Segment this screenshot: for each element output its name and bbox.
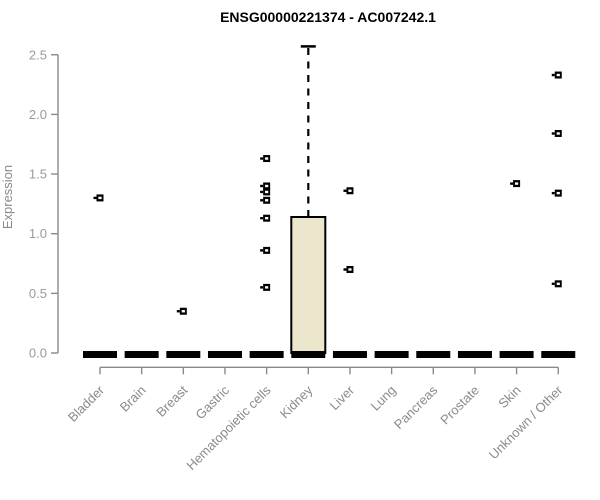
y-tick-label: 0.5 [29,286,47,301]
median-Prostate [457,351,492,358]
x-tick-label: Lung [368,383,399,414]
chart-title: ENSG00000221374 - AC007242.1 [220,9,436,25]
y-axis-label: Expression [0,165,15,229]
outlier-point-Hematopoietic cells [260,246,271,254]
median-Lung [374,351,409,358]
x-tick-label: Breast [153,382,190,419]
x-tick-label: Kidney [277,382,316,421]
median-Hematopoietic cells [249,351,284,358]
y-tick-label: 1.0 [29,226,47,241]
outlier-point-Hematopoietic cells [260,155,271,163]
x-tick-label: Prostate [437,383,482,428]
x-tick-label: Unknown / Other [486,382,566,462]
outlier-point-Hematopoietic cells [260,196,271,204]
x-tick-label: Liver [327,382,358,413]
median-Brain [124,351,159,358]
x-tick-label: Bladder [65,382,108,425]
x-tick-label: Brain [117,383,149,415]
outlier-point-Unknown / Other [551,280,562,288]
y-tick-label: 2.5 [29,47,47,62]
median-Liver [332,351,367,358]
y-tick-label: 2.0 [29,107,47,122]
x-tick-label: Gastric [192,382,232,422]
median-Kidney [291,351,326,358]
y-tick-label: 1.5 [29,167,47,182]
median-Breast [166,351,201,358]
plot-area: 0.0 0.5 1.0 1.5 2.0 2.5 Bladder Brain Breast Gast… [29,45,576,473]
outlier-point-Bladder [93,194,104,202]
x-tick-label: Skin [495,383,523,411]
outlier-point-Hematopoietic cells [260,182,271,190]
x-tick-label: Pancreas [391,382,441,432]
median-Gastric [207,351,242,358]
median-Unknown / Other [541,351,576,358]
outlier-point-Unknown / Other [551,129,562,137]
outlier-point-Hematopoietic cells [260,188,271,196]
outlier-point-Unknown / Other [551,189,562,197]
outlier-point-Hematopoietic cells [260,283,271,291]
outlier-point-Unknown / Other [551,71,562,79]
box-Kidney [290,215,327,354]
median-Pancreas [416,351,451,358]
outlier-point-Liver [343,265,354,273]
outlier-point-Breast [176,307,187,315]
outlier-point-Skin [510,180,521,188]
median-Skin [499,351,534,358]
outlier-point-Liver [343,187,354,195]
outlier-point-Hematopoietic cells [260,214,271,222]
median-Bladder [83,351,117,358]
y-tick-label: 0.0 [29,346,47,361]
